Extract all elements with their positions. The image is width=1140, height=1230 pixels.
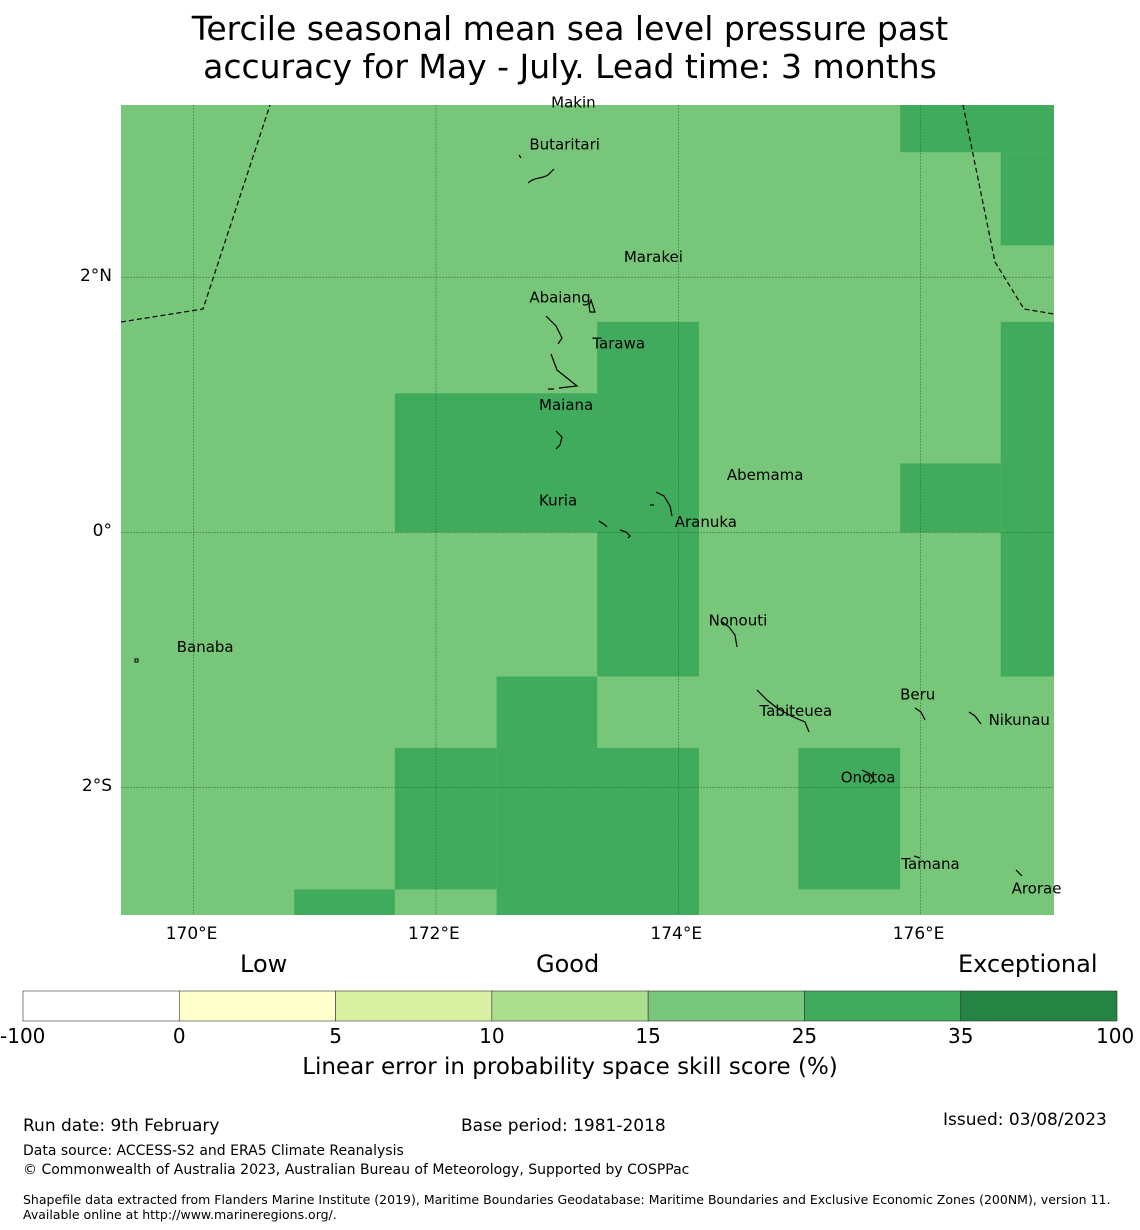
colorbar-tick-label: 15 — [635, 1024, 661, 1048]
shapefile-credit: Shapefile data extracted from Flanders M… — [23, 1192, 1111, 1222]
island-outline — [134, 658, 139, 663]
skill-cell-25-35 — [394, 747, 497, 890]
colorbar-bin — [491, 990, 649, 1022]
colorbar-bin — [335, 990, 493, 1022]
colorbar-tick-label: -100 — [0, 1024, 46, 1048]
island-outline — [913, 855, 921, 859]
island-outline — [720, 620, 738, 648]
island-label: Kuria — [539, 492, 577, 510]
colorbar-bin — [178, 990, 336, 1022]
island-label: Maiana — [539, 396, 593, 414]
island-label: Abemama — [727, 466, 804, 484]
skill-cell-25-35 — [900, 463, 1001, 533]
run-date: Run date: 9th February — [23, 1116, 220, 1136]
island-outline — [588, 298, 596, 313]
island-outline — [555, 430, 563, 450]
island-label: Banaba — [177, 638, 234, 656]
island-label: Nikunau — [989, 711, 1050, 729]
colorbar-tick-label: 100 — [1096, 1024, 1135, 1048]
y-tick-label: 0° — [92, 521, 112, 542]
island-outline — [968, 711, 982, 725]
colorbar-tick-label: 35 — [947, 1024, 974, 1048]
island-label: Aranuka — [675, 513, 737, 531]
skill-cell-25-35 — [900, 105, 1054, 153]
island-outline — [914, 707, 926, 721]
colorbar-bin — [960, 990, 1118, 1022]
island-outline — [598, 520, 631, 539]
y-tick-label: 2°S — [81, 776, 112, 797]
island-outline — [756, 689, 810, 733]
island-label: Tamana — [900, 855, 959, 873]
island-outline — [527, 168, 555, 184]
skill-cell-25-35 — [496, 747, 699, 915]
colorbar-tick-label: 5 — [329, 1024, 342, 1048]
x-tick-label: 174°E — [650, 924, 703, 944]
island-label: Butaritari — [529, 136, 600, 154]
colorbar-label: Linear error in probability space skill … — [302, 1054, 838, 1080]
eez-boundary-east — [962, 104, 1055, 315]
island-label: Abaiang — [529, 289, 590, 307]
island-label: Marakei — [624, 248, 683, 266]
colorbar-bin — [804, 990, 962, 1022]
skill-cell-25-35 — [1000, 321, 1054, 677]
island-label: Beru — [900, 685, 935, 703]
island-outline — [545, 315, 563, 345]
colorbar-tick-label: 10 — [479, 1024, 505, 1048]
chart-title: Tercile seasonal mean sea level pressure… — [0, 10, 1140, 86]
category-low-label: Low — [240, 950, 288, 978]
category-exceptional-label: Exceptional — [958, 950, 1098, 978]
copyright: © Commonwealth of Australia 2023, Austra… — [23, 1162, 690, 1178]
island-outline — [548, 353, 579, 390]
base-period: Base period: 1981-2018 — [461, 1116, 666, 1136]
skill-cell-25-35 — [1000, 152, 1054, 246]
island-label: Tabiteuea — [759, 702, 833, 720]
skill-cell-25-35 — [496, 676, 598, 748]
island-label: Makin — [551, 94, 596, 112]
colorbar-bin — [22, 990, 180, 1022]
island-label: Onotoa — [841, 768, 896, 786]
island-label: Arorae — [1012, 879, 1062, 897]
issued-date: Issued: 03/08/2023 — [943, 1110, 1107, 1130]
x-tick-label: 172°E — [408, 924, 460, 944]
island-label: Tarawa — [591, 335, 645, 353]
skill-cell-25-35 — [294, 889, 395, 915]
y-tick-label: 2°N — [79, 266, 112, 287]
colorbar-bin — [647, 990, 805, 1022]
category-good-label: Good — [536, 950, 600, 978]
colorbar-tick-label: 0 — [172, 1024, 186, 1048]
x-tick-label: 170°E — [165, 924, 218, 944]
island-outline — [650, 491, 673, 517]
data-source: Data source: ACCESS-S2 and ERA5 Climate … — [23, 1143, 404, 1159]
skill-cell-25-35 — [798, 747, 901, 890]
skill-cell-25-35 — [597, 321, 699, 677]
title-line-1: Tercile seasonal mean sea level pressure… — [191, 9, 949, 48]
skill-cell-25-35 — [394, 393, 598, 533]
x-tick-label: 176°E — [892, 924, 945, 944]
title-line-2: accuracy for May - July. Lead time: 3 mo… — [203, 47, 937, 86]
eez-boundary-west — [120, 104, 271, 323]
island-outline — [861, 769, 875, 785]
island-outline — [518, 154, 522, 159]
island-outline — [1015, 869, 1023, 877]
island-label: Nonouti — [709, 611, 768, 629]
colorbar-tick-label: 25 — [791, 1024, 818, 1048]
